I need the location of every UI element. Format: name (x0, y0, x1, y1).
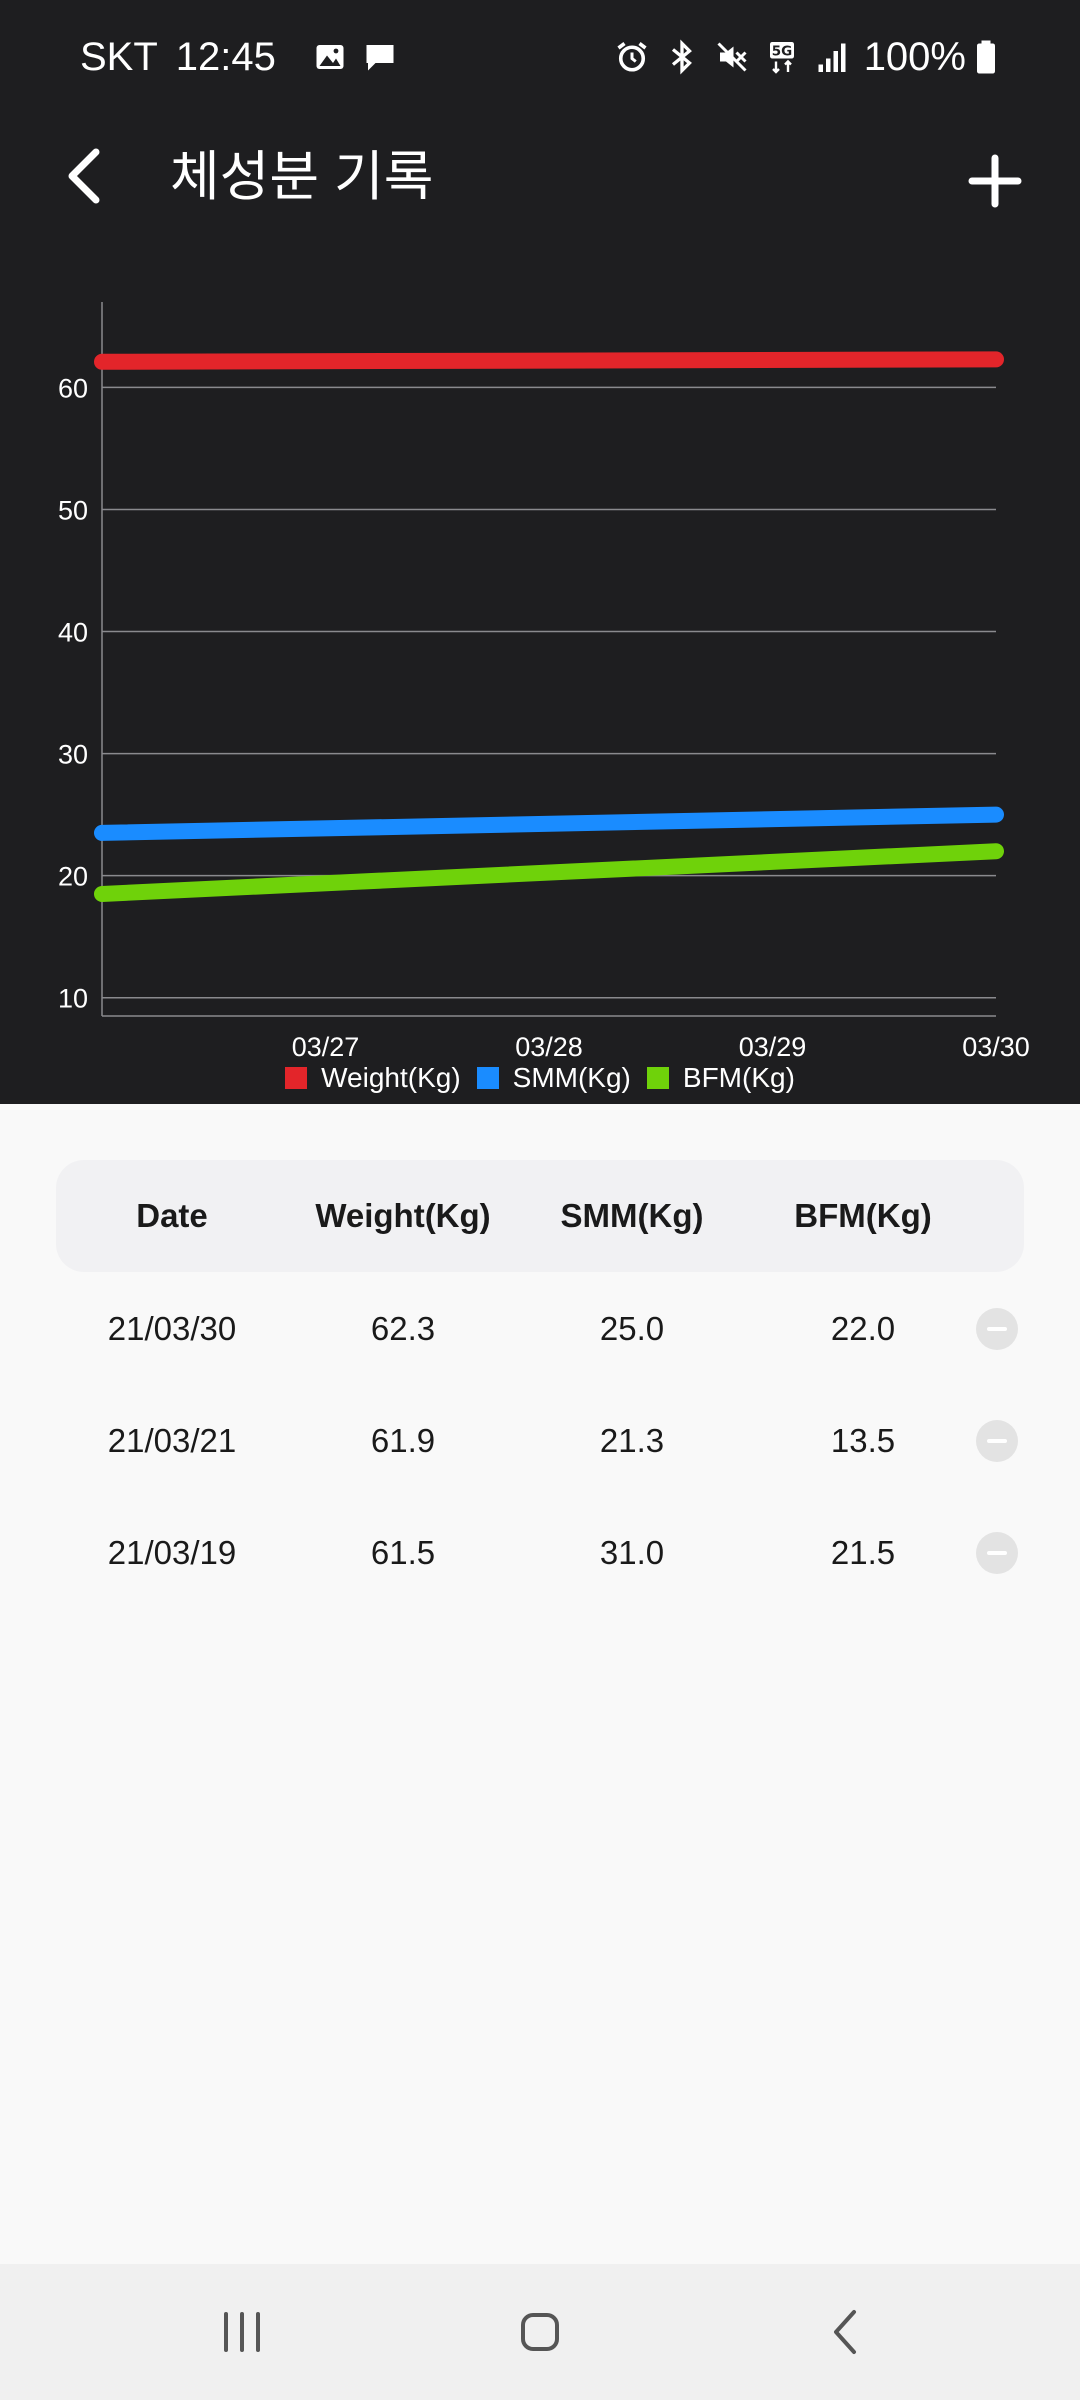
battery-icon (972, 39, 1000, 75)
y-tick-label: 10 (58, 984, 88, 1014)
back-arrow-button[interactable] (48, 136, 128, 216)
status-bar: SKT 12:45 5G 100% (0, 0, 1080, 112)
cell-bfm: 13.5 (830, 1422, 896, 1459)
legend-item: BFM(Kg) (646, 1062, 795, 1094)
cell-smm: 21.3 (599, 1422, 665, 1459)
remove-row-button[interactable] (976, 1532, 1018, 1574)
legend-label: Weight(Kg) (321, 1062, 461, 1093)
table-row: 21/03/30 62.3 25.0 22.0 (56, 1273, 1024, 1385)
legend-label: BFM(Kg) (682, 1062, 795, 1093)
recent-apps-button[interactable] (202, 2292, 282, 2372)
plus-icon (968, 154, 1022, 208)
series-line (94, 806, 1004, 841)
cell-date: 21/03/19 (107, 1534, 237, 1571)
y-tick-label: 50 (58, 495, 88, 525)
5g-icon: 5G (764, 39, 800, 75)
gallery-icon (312, 39, 348, 75)
cell-date: 21/03/30 (107, 1310, 237, 1347)
legend-item: SMM(Kg) (476, 1062, 631, 1094)
x-tick-label: 03/28 (515, 1032, 583, 1060)
back-arrow-icon (68, 148, 100, 204)
y-tick-label: 40 (58, 618, 88, 648)
add-record-button[interactable] (950, 136, 1040, 226)
cell-weight: 61.5 (370, 1534, 436, 1571)
bluetooth-icon (664, 39, 700, 75)
column-header-weight: Weight(Kg) (315, 1197, 491, 1234)
legend-swatch (285, 1067, 308, 1089)
message-icon (362, 39, 398, 75)
alarm-icon (614, 39, 650, 75)
navigation-bar (0, 2264, 1080, 2400)
carrier-label: SKT (80, 35, 158, 79)
cell-weight: 61.9 (370, 1422, 436, 1459)
chart-panel: SKT 12:45 5G 100% (0, 0, 1080, 1104)
table-row: 21/03/21 61.9 21.3 13.5 (56, 1385, 1024, 1497)
cell-weight: 62.3 (370, 1310, 436, 1347)
y-tick-label: 30 (58, 740, 88, 770)
y-tick-label: 60 (58, 373, 88, 403)
series-line (94, 351, 1004, 370)
clock: 12:45 (175, 35, 276, 79)
chart-legend: Weight(Kg) SMM(Kg) BFM(Kg) (0, 1056, 1080, 1100)
cell-bfm: 22.0 (830, 1310, 896, 1347)
series-line (94, 843, 1004, 902)
signal-icon (814, 39, 850, 75)
x-tick-label: 03/29 (739, 1032, 807, 1060)
home-icon (521, 2313, 559, 2351)
app-bar: 체성분 기록 (0, 112, 1080, 242)
legend-swatch (476, 1067, 499, 1089)
home-button[interactable] (500, 2292, 580, 2372)
cell-smm: 31.0 (599, 1534, 665, 1571)
table-header: Date Weight(Kg) SMM(Kg) BFM(Kg) (56, 1160, 1024, 1272)
x-tick-label: 03/30 (962, 1032, 1030, 1060)
mute-icon (714, 39, 750, 75)
line-chart: 10 20 30 40 50 60 03/27 03/28 03/29 03/30 (58, 302, 1030, 1060)
column-header-date: Date (136, 1197, 208, 1234)
x-tick-label: 03/27 (292, 1032, 360, 1060)
recent-apps-icon (224, 2312, 260, 2352)
back-button[interactable] (806, 2292, 886, 2372)
table-row: 21/03/19 61.5 31.0 21.5 (56, 1497, 1024, 1609)
column-header-smm: SMM(Kg) (560, 1197, 704, 1234)
page-title: 체성분 기록 (170, 147, 434, 207)
column-header-bfm: BFM(Kg) (794, 1197, 932, 1234)
cell-date: 21/03/21 (107, 1422, 237, 1459)
remove-row-button[interactable] (976, 1308, 1018, 1350)
legend-item: Weight(Kg) (285, 1062, 461, 1094)
cell-smm: 25.0 (599, 1310, 665, 1347)
legend-label: SMM(Kg) (512, 1062, 631, 1093)
y-tick-label: 20 (58, 862, 88, 892)
legend-swatch (646, 1067, 669, 1089)
cell-bfm: 21.5 (830, 1534, 896, 1571)
remove-row-button[interactable] (976, 1420, 1018, 1462)
svg-text:5G: 5G (771, 44, 791, 60)
back-icon (834, 2310, 856, 2354)
battery-percent: 100% (863, 35, 966, 79)
